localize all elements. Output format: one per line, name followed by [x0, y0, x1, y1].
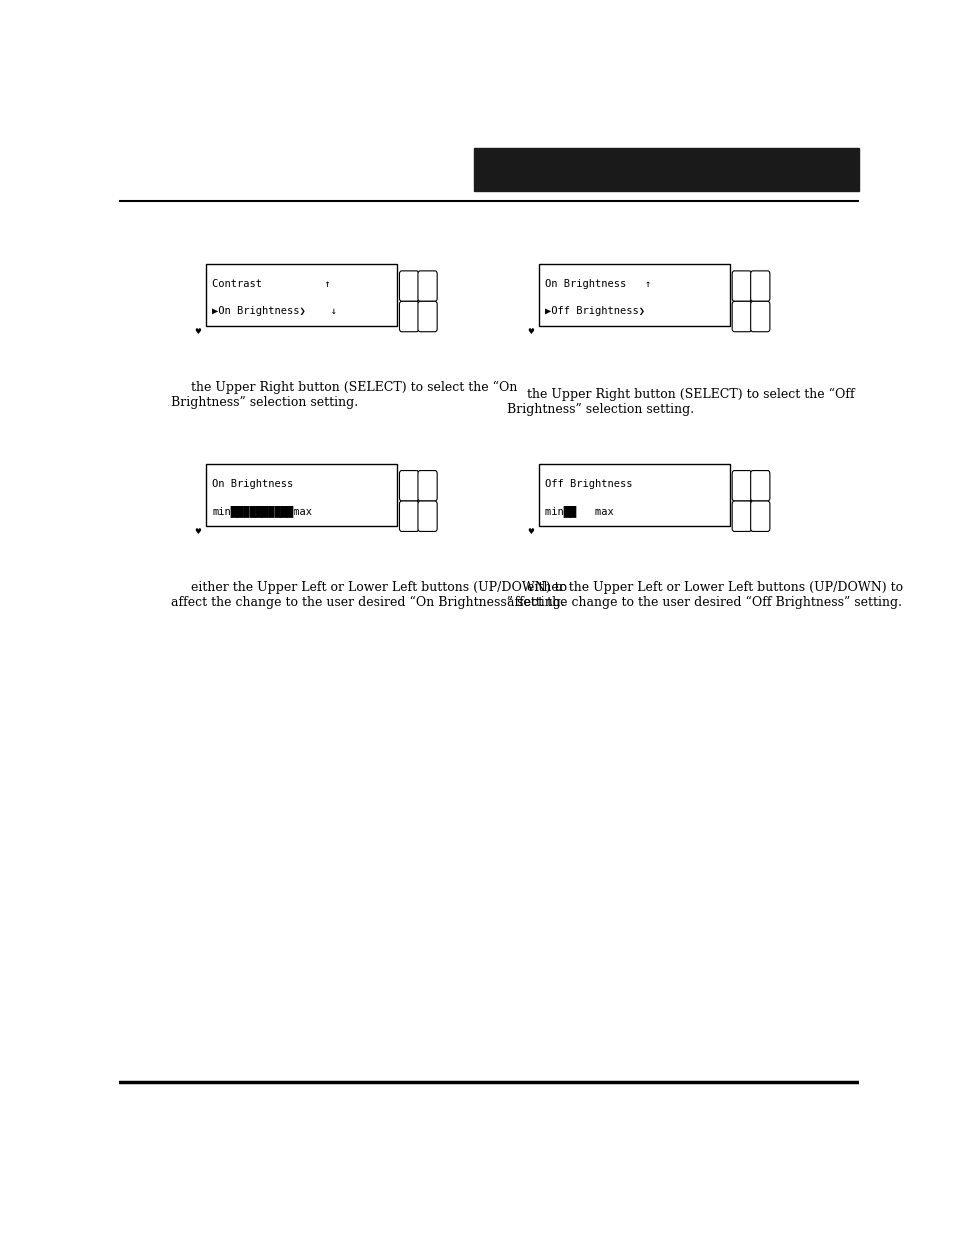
Text: On Brightness: On Brightness — [213, 479, 294, 489]
FancyBboxPatch shape — [417, 270, 436, 301]
FancyBboxPatch shape — [731, 471, 751, 501]
FancyBboxPatch shape — [731, 270, 751, 301]
FancyBboxPatch shape — [750, 301, 769, 332]
Text: ♥: ♥ — [526, 327, 534, 336]
FancyBboxPatch shape — [399, 501, 418, 531]
Text: either the Upper Left or Lower Left buttons (UP/DOWN) to
affect the change to th: either the Upper Left or Lower Left butt… — [507, 580, 902, 609]
Text: ▶Off Brightness❯: ▶Off Brightness❯ — [544, 306, 644, 316]
Bar — [538, 264, 729, 326]
Text: ♥: ♥ — [194, 527, 201, 536]
FancyBboxPatch shape — [417, 471, 436, 501]
FancyBboxPatch shape — [731, 301, 751, 332]
FancyBboxPatch shape — [399, 471, 418, 501]
Text: min██   max: min██ max — [544, 505, 613, 517]
Text: either the Upper Left or Lower Left buttons (UP/DOWN) to
affect the change to th: either the Upper Left or Lower Left butt… — [171, 580, 566, 609]
FancyBboxPatch shape — [731, 501, 751, 531]
FancyBboxPatch shape — [750, 501, 769, 531]
Text: On Brightness   ↑: On Brightness ↑ — [544, 279, 651, 289]
FancyBboxPatch shape — [399, 270, 418, 301]
Text: ♥: ♥ — [526, 527, 534, 536]
Bar — [206, 464, 396, 526]
FancyBboxPatch shape — [417, 301, 436, 332]
Bar — [538, 464, 729, 526]
FancyBboxPatch shape — [750, 270, 769, 301]
Text: min██████████max: min██████████max — [213, 505, 312, 517]
Text: ♥: ♥ — [194, 327, 201, 336]
FancyBboxPatch shape — [750, 471, 769, 501]
Bar — [206, 264, 396, 326]
Text: Contrast          ↑: Contrast ↑ — [213, 279, 331, 289]
Text: the Upper Right button (SELECT) to select the “Off
Brightness” selection setting: the Upper Right button (SELECT) to selec… — [507, 388, 854, 416]
Text: the Upper Right button (SELECT) to select the “On
Brightness” selection setting.: the Upper Right button (SELECT) to selec… — [171, 382, 517, 410]
FancyBboxPatch shape — [417, 501, 436, 531]
Text: ▶On Brightness❯    ↓: ▶On Brightness❯ ↓ — [213, 306, 337, 316]
Bar — [474, 148, 858, 191]
FancyBboxPatch shape — [399, 301, 418, 332]
Text: Off Brightness: Off Brightness — [544, 479, 632, 489]
